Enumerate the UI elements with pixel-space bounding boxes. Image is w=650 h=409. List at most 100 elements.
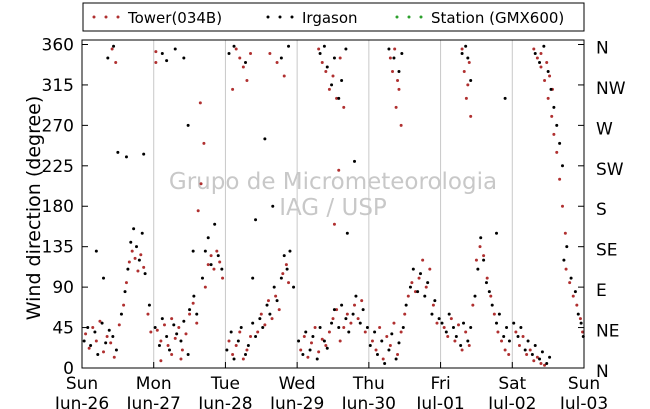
data-point bbox=[304, 330, 308, 334]
data-point bbox=[308, 348, 312, 352]
data-point bbox=[344, 47, 348, 51]
data-point bbox=[533, 51, 537, 55]
data-point bbox=[476, 267, 480, 271]
data-point bbox=[464, 330, 468, 334]
data-point bbox=[263, 137, 267, 141]
data-point bbox=[330, 321, 334, 325]
data-point bbox=[139, 253, 143, 257]
data-point bbox=[317, 47, 321, 51]
data-point bbox=[285, 267, 289, 271]
data-point bbox=[231, 353, 235, 357]
data-point bbox=[555, 123, 559, 127]
data-point bbox=[282, 74, 286, 78]
data-point bbox=[287, 281, 291, 285]
data-point bbox=[199, 182, 203, 186]
data-point bbox=[459, 344, 463, 348]
data-point bbox=[437, 317, 441, 321]
data-point bbox=[186, 123, 190, 127]
data-point bbox=[430, 312, 434, 316]
data-point bbox=[373, 330, 377, 334]
data-point bbox=[206, 236, 210, 240]
data-point bbox=[245, 78, 249, 82]
data-point bbox=[244, 353, 248, 357]
data-point bbox=[229, 330, 233, 334]
data-point bbox=[172, 323, 176, 327]
data-point bbox=[320, 337, 324, 341]
data-point bbox=[539, 65, 543, 69]
data-point bbox=[496, 330, 500, 334]
data-point bbox=[413, 290, 417, 294]
data-point bbox=[388, 56, 392, 60]
data-point bbox=[186, 353, 190, 357]
data-point bbox=[539, 51, 543, 55]
data-point bbox=[170, 317, 174, 321]
data-point bbox=[173, 47, 177, 51]
data-point bbox=[406, 294, 410, 298]
data-point bbox=[184, 332, 188, 336]
x-axis-ticks: SunJun-26MonJun-27TueJun-28WedJun-29ThuJ… bbox=[54, 362, 608, 409]
compass-tick-label: N bbox=[596, 362, 609, 382]
data-point bbox=[203, 285, 207, 289]
data-point bbox=[460, 348, 464, 352]
data-point bbox=[165, 59, 169, 63]
data-point bbox=[254, 335, 258, 339]
data-point bbox=[370, 339, 374, 343]
data-point bbox=[274, 294, 278, 298]
data-point bbox=[519, 326, 523, 330]
data-point bbox=[220, 267, 224, 271]
data-point bbox=[457, 323, 460, 327]
data-point bbox=[392, 56, 396, 60]
data-point bbox=[297, 339, 301, 343]
data-point bbox=[539, 362, 543, 366]
data-point bbox=[160, 317, 164, 321]
data-point bbox=[275, 60, 279, 64]
data-point bbox=[216, 254, 220, 258]
compass-tick-label: SW bbox=[596, 160, 624, 180]
data-point bbox=[275, 299, 279, 303]
data-point bbox=[545, 60, 549, 64]
y-tick-label: 360 bbox=[42, 35, 74, 55]
data-point bbox=[396, 353, 400, 357]
data-point bbox=[331, 317, 335, 321]
data-point bbox=[482, 258, 486, 262]
data-point bbox=[198, 101, 202, 105]
data-point bbox=[526, 339, 530, 343]
data-point bbox=[525, 353, 529, 357]
data-point bbox=[281, 272, 285, 276]
x-tick-day-label: Thu bbox=[352, 374, 385, 394]
x-tick-date-label: Jun-29 bbox=[269, 394, 324, 409]
data-point bbox=[82, 339, 86, 343]
data-point bbox=[116, 150, 120, 154]
data-point bbox=[142, 265, 146, 269]
data-point bbox=[105, 335, 109, 339]
data-point bbox=[282, 254, 286, 258]
data-point bbox=[179, 357, 183, 361]
data-point bbox=[109, 341, 113, 345]
data-point bbox=[301, 353, 305, 357]
data-point bbox=[239, 326, 243, 330]
data-point bbox=[203, 249, 207, 253]
data-point bbox=[104, 341, 108, 345]
data-point bbox=[487, 290, 491, 294]
compass-tick-label: E bbox=[596, 281, 607, 301]
data-point bbox=[548, 74, 552, 78]
legend-box bbox=[82, 2, 585, 32]
data-point bbox=[495, 321, 499, 325]
data-point bbox=[426, 281, 430, 285]
data-point bbox=[114, 348, 118, 352]
data-point bbox=[564, 267, 568, 271]
data-point bbox=[244, 60, 248, 64]
y-axis-label: Wind direction (degree) bbox=[23, 96, 45, 321]
data-point bbox=[471, 303, 475, 307]
legend: Tower(034B) Irgason Station (GMX600) bbox=[82, 2, 585, 32]
y-tick-label: 90 bbox=[52, 278, 74, 298]
x-tick-date-label: Jun-30 bbox=[341, 394, 396, 409]
data-point bbox=[259, 312, 263, 316]
data-point bbox=[538, 60, 542, 64]
data-point bbox=[558, 141, 562, 145]
data-point bbox=[123, 290, 127, 294]
data-point bbox=[400, 51, 404, 55]
data-point bbox=[182, 56, 186, 60]
data-point bbox=[466, 83, 470, 87]
compass-tick-label: SE bbox=[596, 241, 618, 261]
